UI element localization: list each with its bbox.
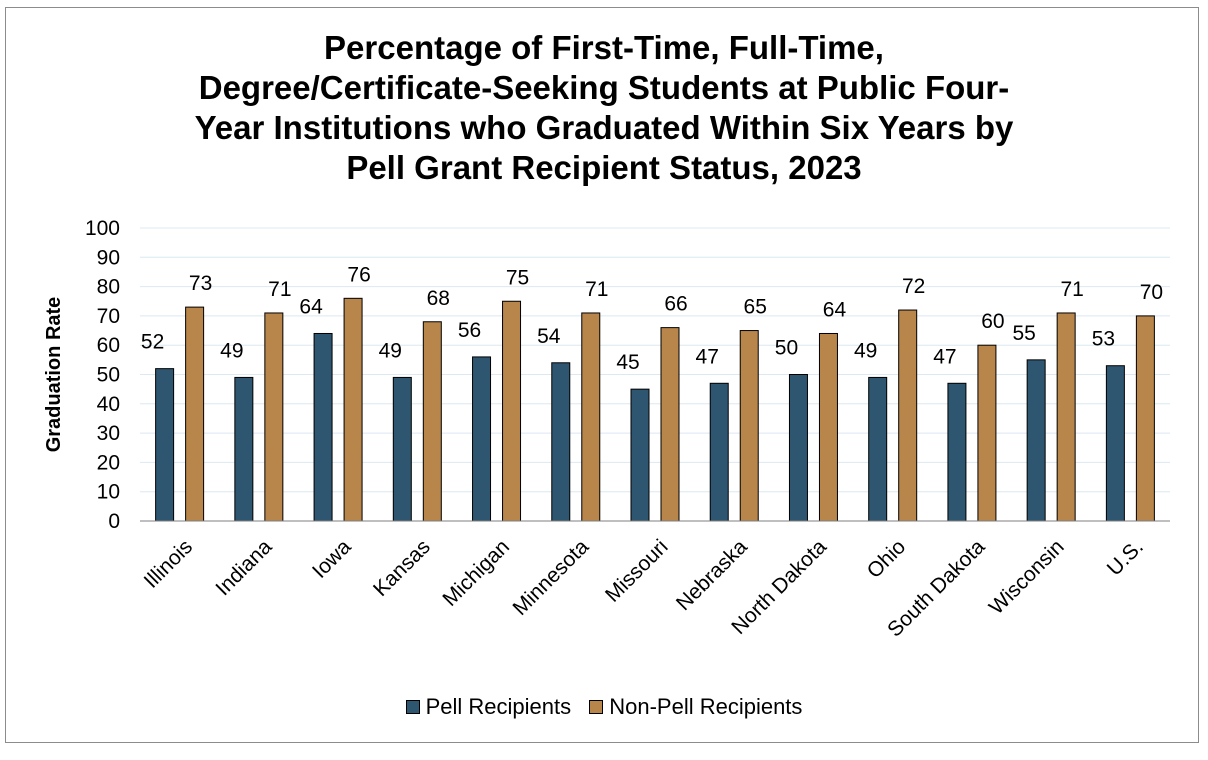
legend-label-non-pell: Non-Pell Recipients — [609, 694, 803, 719]
bar-pell — [709, 382, 729, 522]
bar-pell — [155, 368, 175, 522]
data-label-non-pell: 75 — [506, 266, 529, 289]
data-label-non-pell: 71 — [1060, 278, 1083, 301]
data-label-pell: 64 — [299, 295, 323, 318]
x-tick-label: Kansas — [369, 535, 435, 601]
data-label-pell: 49 — [854, 339, 877, 362]
x-tick-label: Missouri — [601, 535, 673, 607]
x-tick-label: U.S. — [1103, 535, 1148, 580]
y-tick-label: 90 — [97, 246, 120, 269]
bar-non-pell — [739, 330, 759, 522]
bar-pell — [392, 376, 412, 522]
bar-non-pell — [660, 327, 680, 522]
bar-non-pell — [1135, 315, 1155, 522]
bars — [155, 297, 1155, 522]
data-label-pell: 53 — [1092, 328, 1115, 351]
y-tick-label: 60 — [97, 334, 120, 357]
legend: Pell Recipients Non-Pell Recipients — [0, 694, 1208, 720]
data-label-non-pell: 68 — [427, 287, 450, 310]
data-label-non-pell: 70 — [1140, 281, 1163, 304]
bar-non-pell — [264, 312, 284, 522]
chart-title-line: Percentage of First-Time, Full-Time, — [324, 29, 884, 66]
bar-pell — [551, 362, 571, 522]
data-labels: 52 73 49 71 64 76 49 68 56 75 54 71 45 66 47 65 50 64 49 72… — [141, 263, 1163, 374]
bar-pell — [1105, 365, 1125, 522]
bar-non-pell — [1056, 312, 1076, 522]
data-label-pell: 49 — [220, 339, 243, 362]
x-tick-label: Michigan — [438, 535, 514, 611]
data-label-pell: 47 — [696, 345, 719, 368]
y-tick-label: 40 — [97, 393, 120, 416]
x-tick-label: Ohio — [863, 535, 911, 583]
chart-title: Percentage of First-Time, Full-Time, Deg… — [0, 28, 1208, 188]
data-label-non-pell: 64 — [823, 298, 847, 321]
bar-non-pell — [185, 306, 205, 522]
x-axis-ticks: Illinois Indiana Iowa Kansas MichiganMinneso… — [140, 535, 1148, 641]
y-tick-label: 20 — [97, 451, 120, 474]
bar-non-pell — [502, 300, 522, 522]
x-tick-label: Indiana — [211, 535, 276, 600]
data-label-pell: 55 — [1012, 322, 1035, 345]
bar-pell — [313, 332, 333, 522]
chart-title-line: Pell Grant Recipient Status, 2023 — [346, 149, 862, 186]
chart-title-line: Degree/Certificate-Seeking Students at P… — [198, 69, 1010, 106]
x-tick-label: Nebraska — [672, 535, 752, 615]
data-label-non-pell: 72 — [902, 275, 925, 298]
data-label-non-pell: 66 — [664, 293, 687, 316]
data-label-pell: 50 — [775, 337, 798, 360]
bar-non-pell — [818, 332, 838, 522]
y-tick-label: 50 — [97, 364, 120, 387]
data-label-non-pell: 60 — [981, 310, 1004, 333]
bar-non-pell — [422, 321, 442, 522]
data-label-non-pell: 76 — [347, 263, 370, 286]
bar-non-pell — [581, 312, 601, 522]
x-tick-label: Minnesota — [509, 535, 594, 620]
data-label-non-pell: 65 — [744, 296, 767, 319]
data-label-non-pell: 73 — [189, 272, 212, 295]
bar-pell — [472, 356, 492, 522]
x-tick-label: Wisconsin — [985, 535, 1069, 619]
data-label-pell: 49 — [379, 339, 402, 362]
legend-item-non-pell: Non-Pell Recipients — [589, 694, 802, 720]
x-tick-label: Iowa — [308, 535, 356, 583]
chart-title-line: Year Institutions who Graduated Within S… — [194, 109, 1014, 146]
data-label-pell: 54 — [537, 325, 561, 348]
data-label-non-pell: 71 — [268, 278, 291, 301]
data-label-pell: 45 — [616, 351, 639, 374]
y-tick-label: 30 — [97, 422, 120, 445]
y-axis-label: Graduation Rate — [43, 297, 65, 453]
y-tick-label: 0 — [108, 510, 120, 533]
legend-swatch-non-pell — [589, 700, 604, 714]
data-label-pell: 47 — [933, 345, 956, 368]
legend-item-pell: Pell Recipients — [405, 694, 572, 720]
y-tick-label: 10 — [97, 481, 120, 504]
legend-swatch-pell — [405, 700, 420, 714]
data-label-pell: 56 — [458, 319, 481, 342]
y-tick-label: 100 — [85, 217, 120, 240]
bar-non-pell — [977, 344, 997, 522]
bar-pell — [947, 382, 967, 522]
y-tick-label: 80 — [97, 276, 120, 299]
x-tick-label: Illinois — [140, 535, 198, 593]
bar-pell — [234, 376, 254, 522]
bar-pell — [1026, 359, 1046, 522]
legend-label-pell: Pell Recipients — [425, 694, 572, 719]
bar-non-pell — [898, 309, 918, 522]
y-axis-ticks: 0 10 20 30 40 50 60 70 80 90 100 — [85, 217, 120, 533]
bar-pell — [868, 376, 888, 522]
bar-non-pell — [343, 297, 363, 522]
bar-pell — [630, 388, 650, 522]
data-label-non-pell: 71 — [585, 278, 608, 301]
data-label-pell: 52 — [141, 331, 164, 354]
bar-pell — [788, 374, 808, 522]
gridlines — [140, 227, 1170, 493]
y-tick-label: 70 — [97, 305, 120, 328]
